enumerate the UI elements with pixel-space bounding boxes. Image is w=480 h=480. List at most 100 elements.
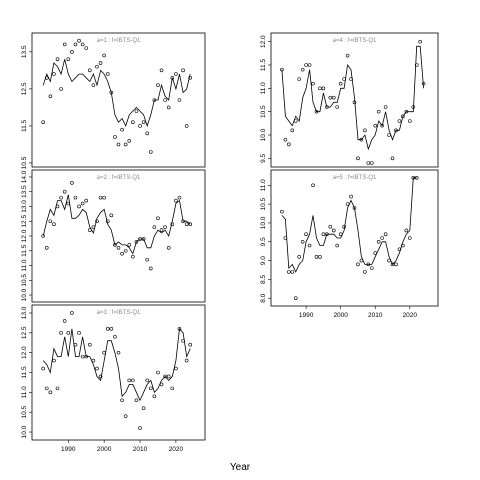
panel-3-point-36 <box>170 386 175 391</box>
panel-3-point-32 <box>156 370 160 375</box>
panel-2-y-tick-label-5: 12.5 <box>21 215 28 228</box>
panel-2-point-3 <box>52 222 56 226</box>
panel-2-point-30 <box>148 266 153 271</box>
panel-1-point-37 <box>174 72 178 76</box>
panel-3-point-14 <box>91 358 96 363</box>
panel-1-point-6 <box>62 42 67 47</box>
panel-3-x-tick-label-3: 2020 <box>169 446 184 453</box>
panel-5-x-tick-label-3: 2020 <box>403 312 418 319</box>
panel-5-point-2 <box>287 270 291 274</box>
panel-4-point-39 <box>414 63 419 67</box>
panel-3-y-tick-label-6: 13.0 <box>21 306 28 319</box>
panel-2-point-4 <box>55 204 60 209</box>
panel-5-point-1 <box>283 236 288 240</box>
panel-5-point-3 <box>290 270 295 274</box>
panel-3-point-25 <box>131 378 135 383</box>
panel-5-point-36 <box>404 228 409 233</box>
panel-4-point-2 <box>287 142 291 147</box>
panel-2-point-18 <box>105 219 110 224</box>
panel-5-point-15 <box>331 228 336 233</box>
panel-5-point-23 <box>359 258 364 263</box>
x-axis-label: Year <box>230 462 251 473</box>
panel-3-point-21 <box>116 350 121 355</box>
panel-4-point-26 <box>369 161 374 165</box>
panel-4-point-18 <box>342 77 346 81</box>
panel-3-point-3 <box>52 358 56 363</box>
panel-1-point-38 <box>177 98 182 102</box>
panel-1-y-tick-label-0: 10.5 <box>21 156 28 169</box>
panel-4-point-8 <box>307 63 312 67</box>
panel-1-point-2 <box>48 94 53 99</box>
panel-4-point-33 <box>394 128 398 133</box>
panel-1-point-19 <box>109 90 114 95</box>
panel-4-y-tick-label-1: 10.0 <box>260 128 267 141</box>
panel-3-point-40 <box>184 358 189 363</box>
panel-1-point-41 <box>188 75 193 80</box>
panel-3-point-5 <box>59 331 63 335</box>
panel-3-point-41 <box>188 342 193 347</box>
panel-5-point-12 <box>321 232 326 237</box>
panel-1-point-20 <box>113 135 117 139</box>
panel-2-y-tick-label-2: 11.0 <box>21 259 28 272</box>
panel-2-point-33 <box>159 228 164 232</box>
panel-1-y-tick-label-1: 11.5 <box>21 119 28 132</box>
panel-5-y-tick-label-6: 11.0 <box>260 179 267 192</box>
panel-4-point-15 <box>331 95 336 100</box>
panel-1-point-5 <box>59 87 63 91</box>
panel-4-y-tick-label-2: 10.5 <box>260 105 267 118</box>
panel-1-point-3 <box>52 72 56 76</box>
panel-2-point-39 <box>181 219 185 224</box>
panel-1-point-26 <box>134 109 139 113</box>
panel-5-point-33 <box>394 262 398 267</box>
panel-3-point-35 <box>166 374 171 379</box>
panel-3-point-2 <box>48 390 53 395</box>
panel-2-y-tick-label-7: 13.5 <box>21 185 28 198</box>
panel-4-fit-line <box>281 45 424 151</box>
panel-4-point-41 <box>421 81 426 86</box>
panel-4-point-7 <box>304 63 308 67</box>
panel-5-point-21 <box>352 206 357 210</box>
panel-3-point-9 <box>73 342 78 347</box>
panel-2-y-tick-label-6: 13.0 <box>21 200 28 213</box>
panel-1-point-40 <box>184 124 189 128</box>
panel-3-point-24 <box>127 378 132 383</box>
panel-4-point-10 <box>314 109 319 114</box>
panel-4-point-27 <box>373 123 378 128</box>
panel-5-point-38 <box>411 175 416 180</box>
panel-3-point-22 <box>120 398 124 403</box>
panel-4-point-17 <box>338 81 343 86</box>
panel-5-point-5 <box>297 255 301 259</box>
panel-4-point-16 <box>335 105 340 109</box>
panel-3-point-23 <box>123 414 128 418</box>
panel-3-point-0 <box>41 366 45 371</box>
panel-2-point-17 <box>102 195 106 200</box>
panel-4-point-9 <box>311 81 315 86</box>
panel-2-point-23 <box>123 248 128 253</box>
panel-3-y-tick-label-1: 10.5 <box>21 405 28 418</box>
panel-2-point-13 <box>88 228 92 232</box>
panel-2-point-7 <box>66 201 71 206</box>
panel-5-point-28 <box>376 239 381 244</box>
panel-1-point-25 <box>131 120 135 125</box>
panel-3-point-15 <box>95 366 99 371</box>
panel-2-point-12 <box>84 198 89 203</box>
panel-4-point-3 <box>290 128 295 133</box>
panel-4-point-37 <box>408 119 412 123</box>
panel-3-point-6 <box>62 319 67 323</box>
panel-3-point-4 <box>55 386 60 391</box>
panel-5-point-20 <box>349 194 353 199</box>
panel-3-point-10 <box>77 331 81 335</box>
panel-1-point-39 <box>181 68 185 73</box>
panel-1-point-8 <box>70 50 74 54</box>
panel-3-point-19 <box>109 327 114 331</box>
panel-2-point-41 <box>188 222 193 226</box>
panel-2-point-0 <box>41 234 45 238</box>
panel-4-y-tick-label-4: 11.5 <box>260 59 267 72</box>
panel-2-point-28 <box>141 237 146 241</box>
panel-1-point-12 <box>84 46 89 50</box>
panel-3-point-16 <box>98 374 103 379</box>
panel-2-point-19 <box>109 213 114 218</box>
panel-4-point-36 <box>404 109 409 114</box>
